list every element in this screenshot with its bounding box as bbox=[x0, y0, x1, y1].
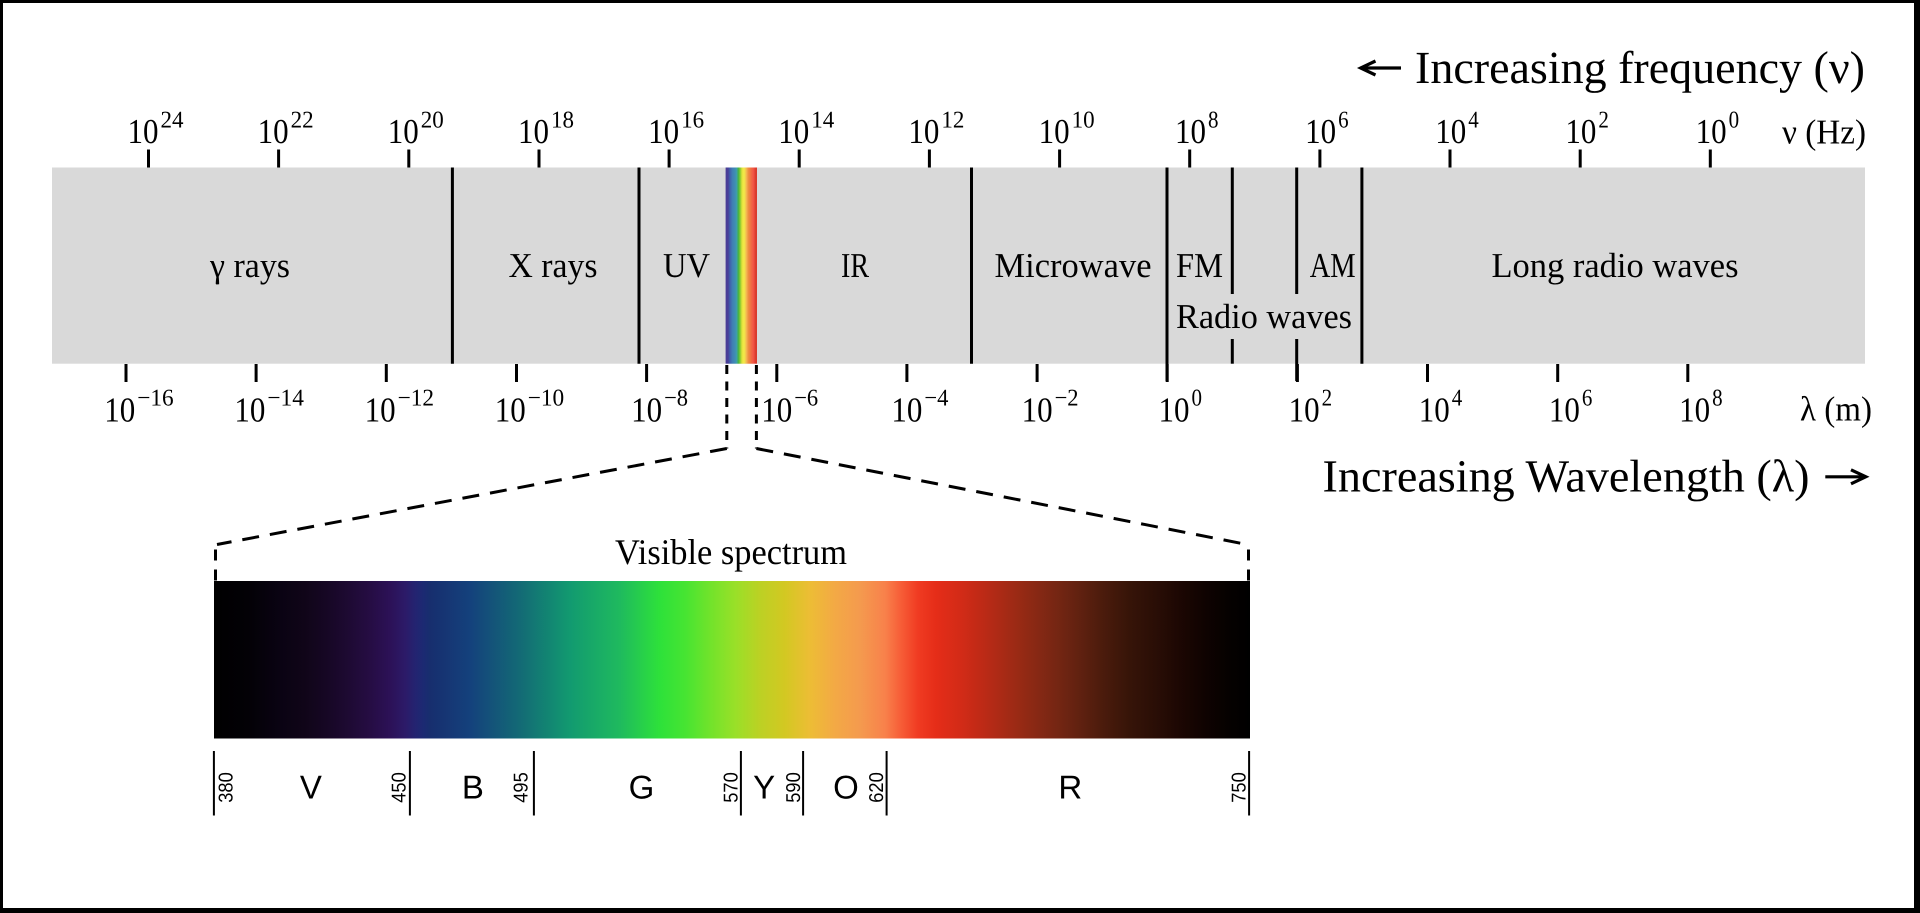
svg-text:22: 22 bbox=[291, 108, 314, 134]
svg-text:10: 10 bbox=[1159, 391, 1190, 430]
svg-text:UV: UV bbox=[663, 246, 710, 285]
svg-text:10: 10 bbox=[365, 391, 396, 430]
svg-text:10: 10 bbox=[1679, 391, 1710, 430]
svg-text:G: G bbox=[629, 769, 655, 806]
svg-text:10: 10 bbox=[1305, 112, 1336, 151]
svg-text:IR: IR bbox=[841, 246, 870, 285]
svg-text:0: 0 bbox=[1192, 386, 1203, 412]
svg-text:−6: −6 bbox=[794, 386, 818, 412]
svg-text:18: 18 bbox=[551, 108, 574, 134]
svg-text:10: 10 bbox=[1696, 112, 1727, 151]
svg-text:10: 10 bbox=[761, 391, 792, 430]
svg-text:14: 14 bbox=[811, 108, 834, 134]
svg-text:750: 750 bbox=[1228, 772, 1250, 803]
svg-text:AM: AM bbox=[1310, 246, 1356, 285]
svg-text:450: 450 bbox=[389, 772, 411, 803]
svg-text:10: 10 bbox=[104, 391, 135, 430]
svg-text:Visible spectrum: Visible spectrum bbox=[615, 532, 847, 572]
svg-text:10: 10 bbox=[234, 391, 265, 430]
svg-text:6: 6 bbox=[1338, 108, 1349, 134]
svg-text:20: 20 bbox=[421, 108, 444, 134]
svg-text:B: B bbox=[462, 769, 484, 806]
svg-text:−8: −8 bbox=[664, 386, 688, 412]
svg-text:10: 10 bbox=[648, 112, 679, 151]
svg-text:2: 2 bbox=[1598, 108, 1609, 134]
svg-text:24: 24 bbox=[161, 108, 184, 134]
svg-text:570: 570 bbox=[721, 772, 743, 803]
svg-text:495: 495 bbox=[511, 772, 533, 803]
svg-text:Y: Y bbox=[753, 769, 775, 806]
svg-text:16: 16 bbox=[681, 108, 704, 134]
svg-text:−14: −14 bbox=[267, 386, 304, 412]
svg-text:Microwave: Microwave bbox=[995, 246, 1152, 285]
svg-text:10: 10 bbox=[631, 391, 662, 430]
svg-text:V: V bbox=[300, 769, 322, 806]
svg-text:Radio waves: Radio waves bbox=[1176, 297, 1352, 336]
svg-text:12: 12 bbox=[941, 108, 964, 134]
svg-text:10: 10 bbox=[518, 112, 549, 151]
svg-text:−4: −4 bbox=[924, 386, 948, 412]
svg-text:Long radio waves: Long radio waves bbox=[1492, 246, 1739, 285]
svg-text:10: 10 bbox=[1022, 391, 1053, 430]
svg-text:10: 10 bbox=[1565, 112, 1596, 151]
svg-text:10: 10 bbox=[495, 391, 526, 430]
svg-text:λ (m): λ (m) bbox=[1800, 390, 1872, 429]
svg-text:10: 10 bbox=[1549, 391, 1580, 430]
svg-text:4: 4 bbox=[1468, 108, 1479, 134]
svg-text:−10: −10 bbox=[528, 386, 565, 412]
svg-text:2: 2 bbox=[1322, 386, 1333, 412]
svg-text:R: R bbox=[1058, 769, 1082, 806]
svg-text:10: 10 bbox=[388, 112, 419, 151]
svg-text:10: 10 bbox=[128, 112, 159, 151]
svg-text:8: 8 bbox=[1208, 108, 1219, 134]
svg-text:X rays: X rays bbox=[509, 246, 598, 285]
svg-text:Increasing Wavelength (λ): Increasing Wavelength (λ) bbox=[1323, 450, 1810, 501]
svg-text:ν (Hz): ν (Hz) bbox=[1782, 112, 1866, 151]
svg-text:10: 10 bbox=[778, 112, 809, 151]
svg-text:10: 10 bbox=[258, 112, 289, 151]
svg-text:10: 10 bbox=[1072, 108, 1095, 134]
svg-text:10: 10 bbox=[891, 391, 922, 430]
svg-text:6: 6 bbox=[1582, 386, 1593, 412]
svg-text:−2: −2 bbox=[1055, 386, 1079, 412]
svg-text:10: 10 bbox=[908, 112, 939, 151]
svg-text:10: 10 bbox=[1175, 112, 1206, 151]
svg-text:10: 10 bbox=[1419, 391, 1450, 430]
svg-text:8: 8 bbox=[1712, 386, 1723, 412]
svg-text:FM: FM bbox=[1176, 246, 1223, 285]
svg-text:O: O bbox=[833, 769, 859, 806]
svg-text:0: 0 bbox=[1729, 108, 1740, 134]
svg-text:−16: −16 bbox=[137, 386, 174, 412]
svg-text:10: 10 bbox=[1289, 391, 1320, 430]
svg-text:γ rays: γ rays bbox=[209, 246, 290, 285]
svg-text:620: 620 bbox=[866, 772, 888, 803]
svg-text:10: 10 bbox=[1039, 112, 1070, 151]
svg-text:Increasing frequency (ν): Increasing frequency (ν) bbox=[1415, 42, 1865, 93]
svg-text:10: 10 bbox=[1435, 112, 1466, 151]
svg-text:380: 380 bbox=[215, 772, 237, 803]
svg-text:590: 590 bbox=[783, 772, 805, 803]
svg-text:4: 4 bbox=[1452, 386, 1463, 412]
svg-text:−12: −12 bbox=[398, 386, 435, 412]
